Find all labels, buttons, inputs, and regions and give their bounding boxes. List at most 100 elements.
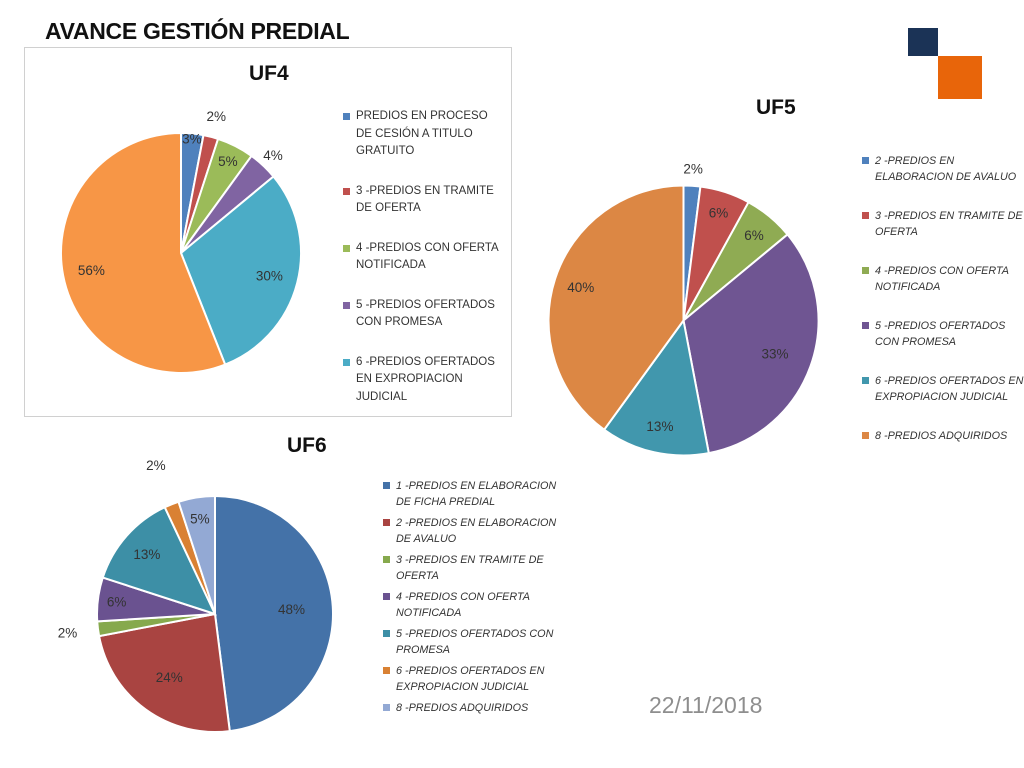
uf5-slice-6 <box>547 184 685 432</box>
uf4-data-label-5: 30% <box>256 269 283 284</box>
uf4-legend-label: DE CESIÓN A TITULO <box>356 127 473 140</box>
uf6-legend-swatch <box>383 667 390 674</box>
uf6-data-label-2: 24% <box>156 670 183 685</box>
uf6-legend-label: 3 -PREDIOS EN TRAMITE DE <box>396 554 544 566</box>
uf5-legend-label: EXPROPIACION JUDICIAL <box>875 391 1009 403</box>
uf6-legend-swatch <box>383 519 390 526</box>
logo-orange-square <box>938 56 982 99</box>
uf4-legend-label: 5 -PREDIOS OFERTADOS <box>356 298 495 311</box>
uf6-slice-1 <box>214 494 334 733</box>
uf5-data-label-6: 40% <box>567 280 594 295</box>
uf6-legend-label: OFERTA <box>396 570 439 582</box>
logo-dark-square <box>908 28 938 56</box>
uf5-slice-5 <box>602 318 710 457</box>
uf5-legend-swatch <box>862 267 869 274</box>
uf4-legend-swatch <box>343 113 350 120</box>
uf4-legend-swatch <box>343 358 350 366</box>
uf4-slice-5 <box>179 175 302 366</box>
uf5-legend-label: NOTIFICADA <box>875 281 941 293</box>
uf5-legend-label: CON PROMESA <box>875 336 956 348</box>
uf4-legend-label: DE OFERTA <box>356 202 421 214</box>
uf5-legend-label: 8 -PREDIOS ADQUIRIDOS <box>875 430 1008 442</box>
uf4-data-label-4: 4% <box>263 148 283 163</box>
uf5-legend-label: 6 -PREDIOS OFERTADOS EN <box>875 375 1024 387</box>
uf5-legend-swatch <box>862 432 869 439</box>
uf4-legend-swatch <box>343 187 350 195</box>
uf6-legend-label: 6 -PREDIOS OFERTADOS EN <box>396 665 545 677</box>
uf5-legend-item: 6 -PREDIOS OFERTADOS EN EXPROPIACION JUDI… <box>862 373 1024 405</box>
uf6-legend-item: 4 -PREDIOS CON OFERTA NOTIFICADA <box>383 589 563 621</box>
uf6-slice-2 <box>97 612 231 733</box>
uf4-legend-item: 4 -PREDIOS CON OFERTA NOTIFICADA <box>343 240 508 275</box>
uf4-legend-label: 6 -PREDIOS OFERTADOS <box>356 355 495 368</box>
uf5-data-label-3: 6% <box>744 228 764 243</box>
uf6-pie-chart: 48% 24% 2% 6% 13% 2% 5% <box>58 458 334 733</box>
uf6-data-label-4: 6% <box>107 595 127 610</box>
uf6-legend-label: 2 -PREDIOS EN ELABORACION <box>396 517 557 529</box>
uf6-legend-label: DE AVALUO <box>396 533 457 545</box>
uf6-legend-item: 5 -PREDIOS OFERTADOS CON PROMESA <box>383 626 563 658</box>
uf5-data-label-2: 6% <box>709 206 729 221</box>
uf4-legend-label: JUDICIAL <box>356 390 408 403</box>
uf6-legend-label: 5 -PREDIOS OFERTADOS CON <box>396 628 554 640</box>
uf5-chart-title: UF5 <box>756 96 796 119</box>
uf6-legend-swatch <box>383 630 390 637</box>
uf6-slice-5 <box>101 505 217 616</box>
uf6-legend-swatch <box>383 556 390 563</box>
uf4-legend-label: GRATUITO <box>356 145 415 157</box>
uf4-legend-label: PREDIOS EN PROCESO <box>356 110 488 122</box>
uf5-legend: 2 -PREDIOS EN ELABORACION DE AVALUO 3 -PRE… <box>862 153 1024 444</box>
uf6-legend-swatch <box>383 704 390 711</box>
uf5-legend-item: 5 -PREDIOS OFERTADOS CON PROMESA <box>862 318 1024 350</box>
uf5-legend-item: 3 -PREDIOS EN TRAMITE DE OFERTA <box>862 208 1024 240</box>
uf4-data-label-3: 5% <box>218 154 238 169</box>
uf4-legend-label: 4 -PREDIOS CON OFERTA <box>356 241 499 254</box>
uf6-data-label-7: 5% <box>190 511 210 526</box>
uf5-legend-label: OFERTA <box>875 226 918 238</box>
uf5-data-label-5: 13% <box>646 419 673 434</box>
uf4-chart-frame <box>24 47 512 417</box>
uf5-data-label-1: 2% <box>683 161 703 176</box>
uf6-data-label-6: 2% <box>146 458 166 473</box>
uf5-legend-swatch <box>862 322 869 329</box>
uf5-legend-label: 5 -PREDIOS OFERTADOS <box>875 320 1006 332</box>
uf4-legend-swatch <box>343 301 350 309</box>
uf6-legend-swatch <box>383 482 390 489</box>
uf4-legend-item: 3 -PREDIOS EN TRAMITE DE OFERTA <box>343 183 508 218</box>
uf4-data-label-1: 3% <box>182 131 202 146</box>
uf5-slice-4 <box>682 233 820 455</box>
uf5-data-label-4: 33% <box>761 346 788 361</box>
uf6-legend-label: EXPROPIACION JUDICIAL <box>396 681 530 693</box>
uf6-legend-label: PROMESA <box>396 644 450 656</box>
uf6-data-label-3: 2% <box>58 626 78 641</box>
uf6-legend-label: 1 -PREDIOS EN ELABORACION <box>396 480 557 492</box>
uf5-legend-swatch <box>862 212 869 219</box>
uf4-legend-item: PREDIOS EN PROCESO DE CESIÓN A TITULO GRAT… <box>343 108 508 161</box>
uf6-legend-item: 1 -PREDIOS EN ELABORACION DE FICHA PREDIA… <box>383 478 563 510</box>
uf6-legend-item: 2 -PREDIOS EN ELABORACION DE AVALUO <box>383 515 563 547</box>
uf4-legend-label: NOTIFICADA <box>356 259 426 271</box>
uf5-legend-item: 4 -PREDIOS CON OFERTA NOTIFICADA <box>862 263 1024 295</box>
uf4-legend-item: 6 -PREDIOS OFERTADOS EN EXPROPIACION JUDIC… <box>343 354 508 407</box>
uf4-slice-6 <box>60 131 227 374</box>
uf5-legend-swatch <box>862 377 869 384</box>
uf5-legend-label: 2 -PREDIOS EN <box>875 155 955 167</box>
uf5-legend-label: 4 -PREDIOS CON OFERTA <box>875 265 1009 277</box>
uf5-legend-label: 3 -PREDIOS EN TRAMITE DE <box>875 210 1023 222</box>
uf6-data-label-1: 48% <box>278 602 305 617</box>
uf6-legend-item: 3 -PREDIOS EN TRAMITE DE OFERTA <box>383 552 563 584</box>
uf6-legend-item: 6 -PREDIOS OFERTADOS EN EXPROPIACION JUDI… <box>383 663 563 695</box>
uf4-data-label-2: 2% <box>206 109 226 124</box>
uf4-legend-item: 5 -PREDIOS OFERTADOS CON PROMESA <box>343 297 508 332</box>
uf4-chart-title: UF4 <box>249 62 289 85</box>
uf6-legend-label: NOTIFICADA <box>396 607 462 619</box>
uf4-legend-swatch <box>343 244 350 252</box>
uf6-legend: 1 -PREDIOS EN ELABORACION DE FICHA PREDIA… <box>383 478 563 716</box>
uf4-legend-label: EN EXPROPIACION <box>356 373 463 385</box>
uf6-chart-title: UF6 <box>287 434 327 457</box>
uf6-data-label-5: 13% <box>133 547 160 562</box>
uf5-pie-chart: 2% 6% 6% 33% 13% 40% <box>547 161 820 457</box>
uf6-legend-swatch <box>383 593 390 600</box>
uf6-slice-7 <box>177 494 216 615</box>
uf4-legend-label: CON PROMESA <box>356 316 443 328</box>
